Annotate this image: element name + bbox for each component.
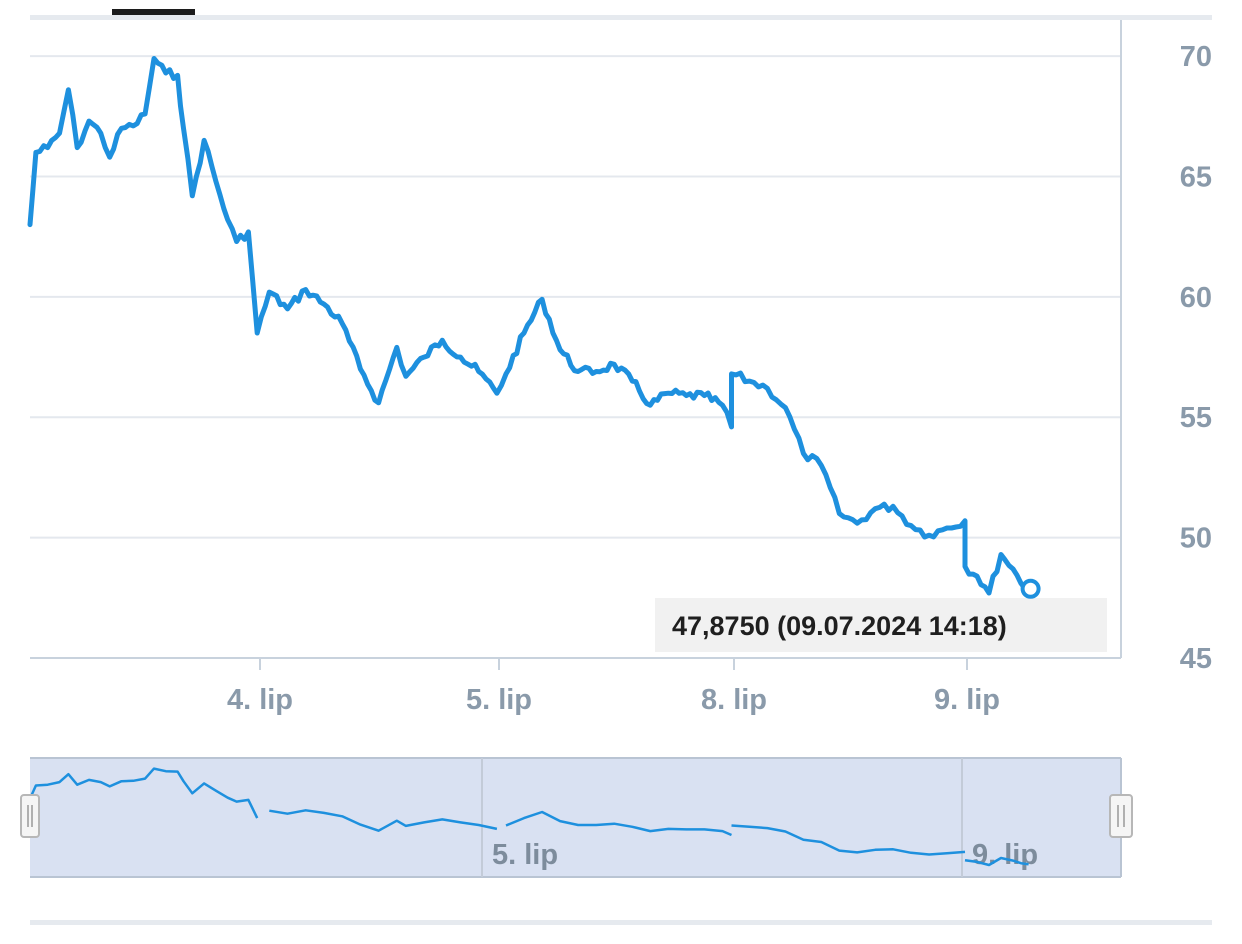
grid-lines bbox=[30, 55, 1121, 659]
y-tick-label: 45 bbox=[1180, 643, 1212, 675]
navigator-left-handle[interactable] bbox=[20, 794, 40, 838]
navigator-line bbox=[28, 767, 1029, 867]
x-tick-label: 5. lip bbox=[466, 684, 532, 716]
y-tick-label: 55 bbox=[1180, 402, 1212, 434]
top-rule bbox=[30, 15, 1212, 20]
x-tick-label: 4. lip bbox=[227, 684, 293, 716]
x-tick-label: 9. lip bbox=[934, 684, 1000, 716]
price-line bbox=[27, 56, 1032, 596]
x-tick-label: 8. lip bbox=[701, 684, 767, 716]
last-point-marker[interactable] bbox=[1020, 578, 1041, 599]
navigator-selection[interactable] bbox=[30, 758, 1121, 877]
y-axis-labels: 70 65 60 55 50 45 bbox=[1180, 41, 1212, 675]
navigator-tick-label: 5. lip bbox=[492, 839, 558, 871]
y-tick-label: 65 bbox=[1180, 161, 1212, 193]
tooltip: 47,8750 (09.07.2024 14:18) bbox=[655, 598, 1107, 652]
axes bbox=[30, 20, 1122, 670]
y-tick-label: 50 bbox=[1180, 523, 1212, 555]
y-tick-label: 70 bbox=[1180, 41, 1212, 73]
navigator[interactable]: 5. lip 9. lip bbox=[20, 757, 1133, 878]
active-tab-indicator[interactable] bbox=[112, 9, 195, 15]
navigator-tick-label: 9. lip bbox=[972, 839, 1038, 871]
tooltip-text: 47,8750 (09.07.2024 14:18) bbox=[672, 611, 1007, 641]
navigator-right-handle[interactable] bbox=[1109, 794, 1133, 838]
bottom-rule bbox=[30, 920, 1212, 925]
y-tick-label: 60 bbox=[1180, 282, 1212, 314]
x-axis-labels: 4. lip 5. lip 8. lip 9. lip bbox=[227, 684, 1000, 716]
